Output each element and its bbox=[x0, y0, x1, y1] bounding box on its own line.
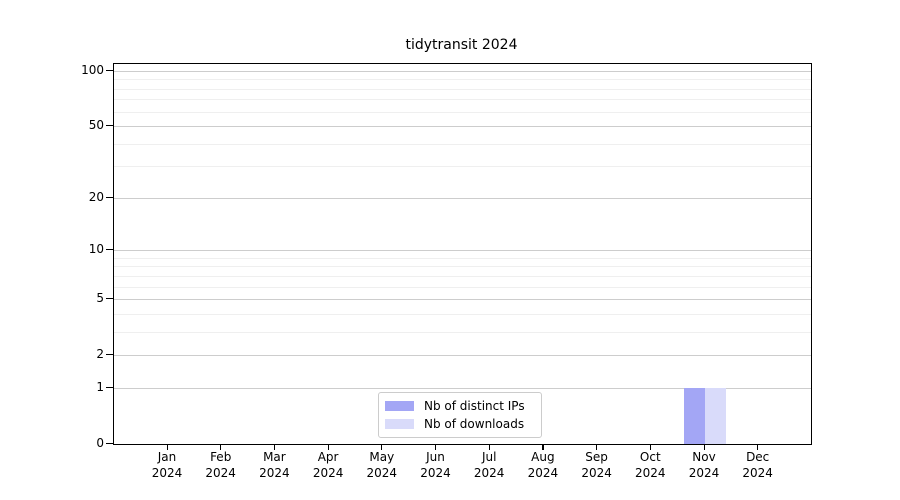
x-axis-tick-label: May 2024 bbox=[366, 450, 398, 480]
legend: Nb of distinct IPs Nb of downloads bbox=[378, 392, 542, 438]
y-axis-tick-label: 5 bbox=[96, 291, 104, 306]
x-axis-tick bbox=[273, 444, 276, 450]
y-minor-gridline bbox=[114, 275, 811, 277]
legend-label: Nb of distinct IPs bbox=[424, 399, 525, 413]
y-major-gridline bbox=[114, 197, 811, 199]
y-axis-tick-label: 0 bbox=[96, 436, 104, 450]
y-minor-gridline bbox=[114, 313, 811, 315]
y-major-gridline bbox=[114, 387, 811, 389]
x-axis-tick-label: Jul 2024 bbox=[473, 450, 505, 480]
x-axis-tick bbox=[166, 444, 168, 450]
chart-title: tidytransit 2024 bbox=[405, 37, 518, 53]
y-major-gridline bbox=[114, 299, 811, 301]
y-axis-tick bbox=[106, 249, 113, 251]
y-minor-gridline bbox=[114, 79, 811, 81]
y-minor-gridline bbox=[114, 286, 811, 288]
x-axis-tick bbox=[220, 444, 222, 450]
x-axis-tick-label: Nov 2024 bbox=[688, 450, 720, 480]
x-axis-tick bbox=[649, 444, 651, 450]
y-axis-tick-label: 1 bbox=[96, 379, 104, 394]
y-axis-tick bbox=[106, 70, 113, 72]
y-axis-tick bbox=[106, 443, 113, 445]
legend-item: Nb of distinct IPs bbox=[385, 397, 541, 415]
x-axis-tick-label: Apr 2024 bbox=[312, 450, 344, 480]
y-minor-gridline bbox=[114, 99, 811, 101]
y-minor-gridline bbox=[114, 88, 811, 90]
x-axis-tick bbox=[703, 444, 705, 450]
y-minor-gridline bbox=[114, 166, 811, 168]
y-major-gridline bbox=[114, 250, 811, 252]
y-axis-tick-label: 100 bbox=[81, 63, 104, 77]
x-axis-tick-label: Dec 2024 bbox=[742, 450, 773, 480]
x-axis-tick bbox=[327, 444, 329, 450]
x-axis-tick bbox=[757, 444, 759, 450]
y-axis-tick-label: 10 bbox=[88, 242, 104, 257]
plot-area bbox=[113, 63, 812, 445]
y-axis-tick bbox=[106, 125, 113, 127]
x-axis-tick-label: Jan 2024 bbox=[151, 450, 183, 480]
y-minor-gridline bbox=[114, 143, 811, 145]
y-minor-gridline bbox=[114, 257, 811, 259]
legend-item: Nb of downloads bbox=[385, 415, 541, 433]
y-minor-gridline bbox=[114, 111, 811, 113]
x-axis-tick-label: Oct 2024 bbox=[635, 450, 666, 480]
legend-label: Nb of downloads bbox=[424, 417, 525, 431]
x-axis-tick bbox=[488, 444, 490, 450]
bar-nb-of-downloads bbox=[705, 387, 726, 444]
x-axis-tick bbox=[542, 444, 544, 450]
x-axis-tick bbox=[435, 444, 437, 450]
legend-swatch bbox=[385, 419, 414, 429]
y-major-gridline bbox=[114, 355, 811, 357]
x-axis-tick-label: Mar 2024 bbox=[259, 450, 290, 480]
x-axis-tick-label: Aug 2024 bbox=[527, 450, 559, 480]
x-axis-tick bbox=[596, 444, 598, 450]
x-axis-tick bbox=[381, 444, 383, 450]
y-axis-tick bbox=[106, 196, 113, 199]
y-axis-tick-label: 2 bbox=[96, 347, 104, 362]
bar-nb-of-distinct-ips bbox=[684, 387, 705, 444]
y-axis-tick bbox=[106, 298, 113, 300]
legend-swatch bbox=[385, 401, 414, 411]
x-axis-tick-label: Sep 2024 bbox=[581, 450, 612, 480]
y-minor-gridline bbox=[114, 266, 811, 268]
x-axis-tick-label: Jun 2024 bbox=[420, 450, 451, 480]
y-axis-tick bbox=[106, 386, 113, 389]
y-axis-tick-label: 20 bbox=[88, 189, 104, 204]
x-axis-tick-label: Feb 2024 bbox=[205, 450, 236, 480]
y-axis-tick-label: 50 bbox=[88, 118, 104, 133]
y-axis-tick bbox=[106, 354, 113, 356]
y-major-gridline bbox=[114, 71, 811, 72]
y-major-gridline bbox=[114, 126, 811, 128]
y-minor-gridline bbox=[114, 331, 811, 333]
